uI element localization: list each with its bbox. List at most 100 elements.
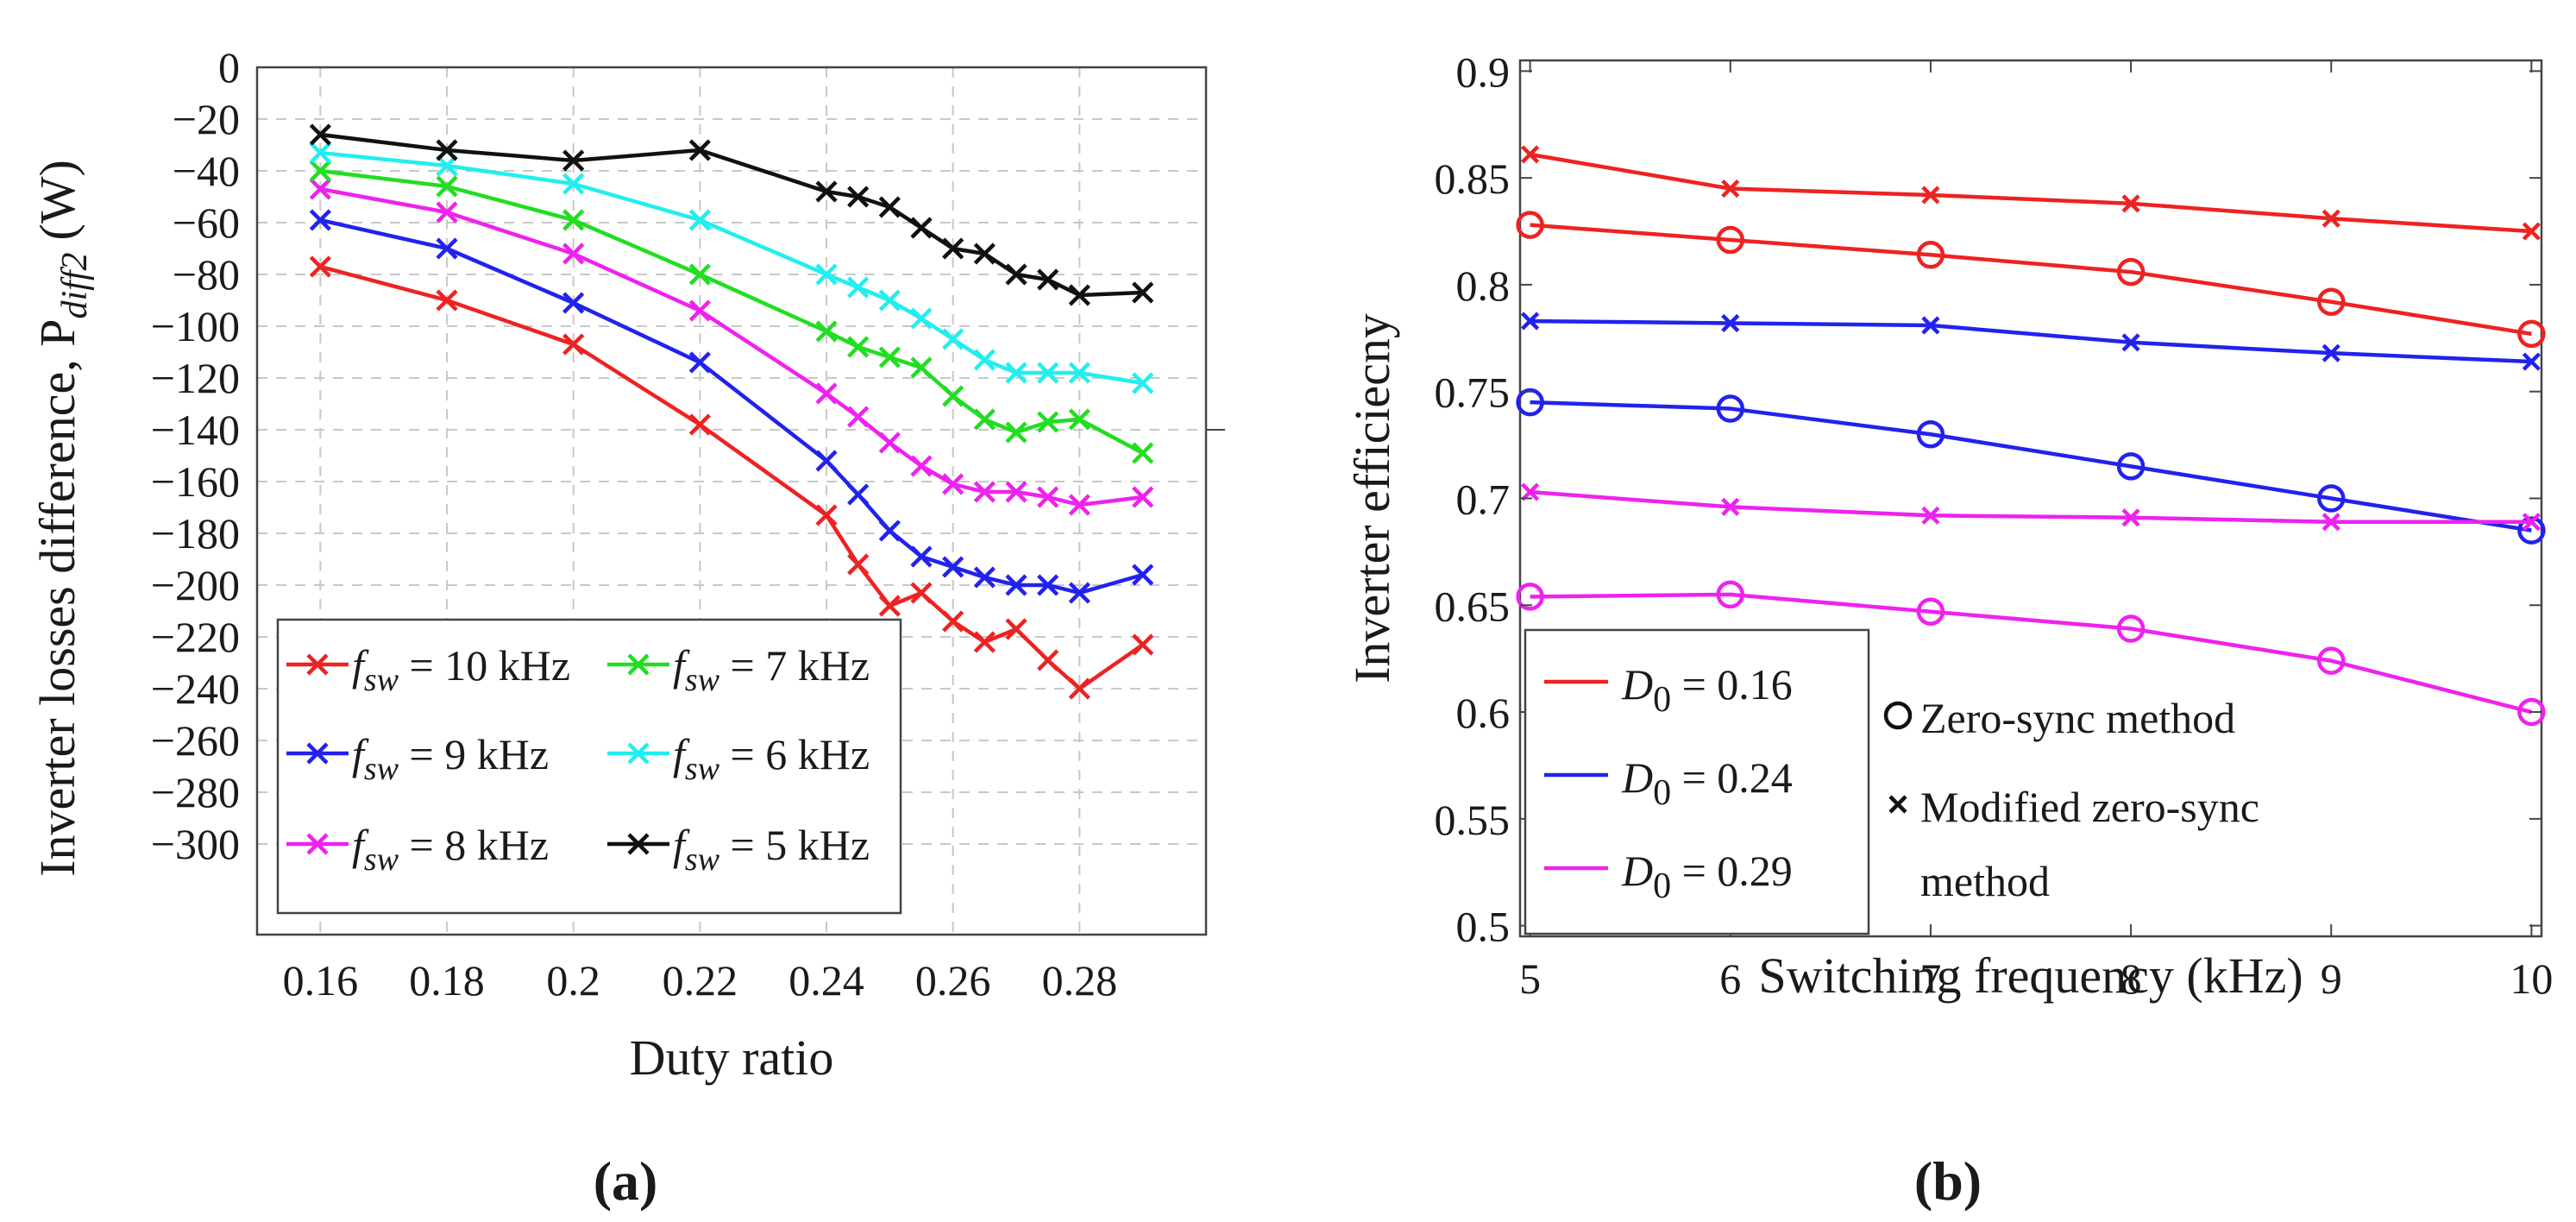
- chart-a-data-point: [688, 413, 711, 436]
- chart-a-y-tick-label: −20: [173, 95, 240, 143]
- chart-b-data-point: [1516, 583, 1544, 611]
- panel-b-label: (b): [1914, 1150, 1982, 1212]
- chart-b-data-point: [2517, 516, 2546, 545]
- chart-b-series-3: [1516, 387, 2546, 545]
- chart-b-data-point: [1921, 506, 1940, 525]
- chart-b-data-point: [1916, 241, 1945, 269]
- chart-b-series-line: [1530, 318, 2532, 364]
- chart-b-x-ticks: 5 6 7 8 9 10: [1519, 60, 2553, 1003]
- chart-b-data-point: [1716, 394, 1745, 423]
- chart-b-data-point: [2522, 222, 2541, 241]
- chart-b-legend-sub: 0: [1653, 773, 1671, 813]
- chart-a-y-tick-label: −220: [151, 613, 240, 661]
- chart-b-data-point: [2121, 194, 2140, 213]
- chart-b-series-line: [1530, 489, 2532, 524]
- chart-b-x-tick-label: 8: [2120, 954, 2142, 1003]
- chart-b-data-point: [1721, 497, 1740, 516]
- panel-a-label-text: (a): [594, 1150, 658, 1212]
- chart-a-data-point: [436, 139, 458, 161]
- chart-a-data-point: [1037, 574, 1059, 596]
- chart-a-legend-label: fsw = 5 kHz: [673, 821, 870, 878]
- chart-a-series-line: [320, 168, 1144, 455]
- chart-b-x-tick-label: 7: [1919, 954, 1941, 1003]
- chart-b-data-point: [2121, 333, 2140, 352]
- chart-b-legend-marker-label: Zero-sync method: [1920, 694, 2235, 742]
- chart-a-data-point: [1132, 564, 1154, 586]
- chart-a-data-point: [1037, 486, 1059, 508]
- chart-a-data-point: [309, 178, 331, 200]
- chart-a-data-point: [973, 408, 996, 431]
- chart-a-data-point: [1132, 372, 1154, 394]
- chart-b-legend-label: D0 = 0.16: [1621, 660, 1793, 720]
- chart-a-series-3: [309, 160, 1154, 464]
- chart-b-data-point: [2322, 513, 2340, 532]
- chart-a-data-point: [878, 196, 901, 218]
- chart-a-x-tick-label: 0.18: [409, 956, 485, 1005]
- chart-a-y-axis-label-sub: diff2: [55, 253, 95, 319]
- chart-a-data-point: [688, 139, 711, 161]
- chart-a-data-point: [1068, 284, 1090, 306]
- chart-a-plot-frame: [255, 66, 1208, 936]
- chart-b-y-tick-label: 0.5: [1456, 903, 1511, 951]
- chart-b-x-tick-label: 6: [1719, 954, 1741, 1003]
- chart-b-series-1: [1516, 211, 2546, 349]
- chart-b-legend-var: D: [1621, 660, 1653, 709]
- chart-b-legend-var: D: [1621, 847, 1653, 895]
- chart-b-legend-marker-label: method: [1920, 857, 2050, 905]
- chart-a-x-tick-label: 0.16: [283, 956, 359, 1005]
- chart-a-x-tick-label: 0.24: [789, 956, 864, 1005]
- chart-a-data-point: [562, 149, 585, 172]
- chart-a-data-point: [847, 336, 870, 358]
- chart-b-data-point: [1516, 387, 1544, 417]
- chart-a-x-tick-label: 0.26: [915, 956, 991, 1005]
- chart-a-data-point: [910, 217, 933, 239]
- chart-b-data-point: [1521, 145, 1540, 164]
- chart-a-y-tick-label: −300: [151, 820, 240, 868]
- chart-a-data-point: [436, 154, 458, 177]
- chart-a-data-point: [942, 237, 964, 260]
- chart-a-data-point: [878, 520, 901, 542]
- chart-b-data-point: [1921, 316, 1940, 335]
- panel-b-label-text: (b): [1914, 1150, 1982, 1212]
- chart-a-data-point: [436, 289, 458, 312]
- chart-a-data-point: [973, 349, 996, 371]
- chart-b-series-4: [1521, 482, 2541, 532]
- chart-b-data-point: [2522, 352, 2541, 371]
- chart-a-y-axis-label: Inverter losses difference, Pdiff2 (W): [29, 160, 95, 877]
- chart-a-legend-value: = 6 kHz: [719, 730, 870, 778]
- chart-a-y-tick-label: −260: [151, 716, 240, 765]
- chart-a-y-tick-label: −100: [151, 302, 240, 350]
- chart-b-legend-sub: 0: [1653, 866, 1671, 906]
- chart-a-data-point: [910, 455, 933, 477]
- chart-b-data-point: [2316, 287, 2346, 316]
- chart-a-legend-sub: sw: [685, 841, 720, 878]
- chart-b-y-tick-label: 0.55: [1435, 796, 1511, 844]
- chart-a-x-tick-label: 0.2: [546, 956, 600, 1005]
- chart-a-data-point: [910, 545, 933, 568]
- chart-a-data-point: [688, 299, 711, 322]
- chart-a-y-tick-label: −40: [173, 147, 240, 195]
- chart-a-x-ticks: 0.16 0.18 0.2 0.22 0.24 0.26 0.28: [283, 956, 1118, 1005]
- chart-a-data-point: [688, 209, 711, 231]
- chart-a-data-point: [910, 356, 933, 379]
- chart-b-series-line: [1530, 152, 2532, 234]
- chart-b-data-point: [1721, 179, 1740, 198]
- chart-a-legend-sub: sw: [685, 751, 720, 787]
- chart-a-data-point: [1132, 442, 1154, 464]
- chart-a-data-point: [847, 406, 870, 428]
- chart-b-data-point: [1916, 597, 1945, 626]
- chart-b-x-tick-label: 9: [2321, 954, 2342, 1003]
- chart-a-data-point: [847, 186, 870, 208]
- chart-a-data-point: [942, 385, 964, 407]
- chart-a-data-point: [815, 504, 838, 526]
- chart-b-data-point: [2322, 343, 2340, 362]
- chart-a-data-point: [436, 175, 458, 198]
- chart-a-data-point: [309, 123, 331, 146]
- chart-a-legend-value: = 5 kHz: [719, 821, 870, 869]
- chart-a-data-point: [847, 553, 870, 576]
- chart-a-y-axis-label-unit: (W): [29, 160, 85, 240]
- chart-a-data-point: [309, 160, 331, 182]
- chart-a-data-point: [309, 142, 331, 164]
